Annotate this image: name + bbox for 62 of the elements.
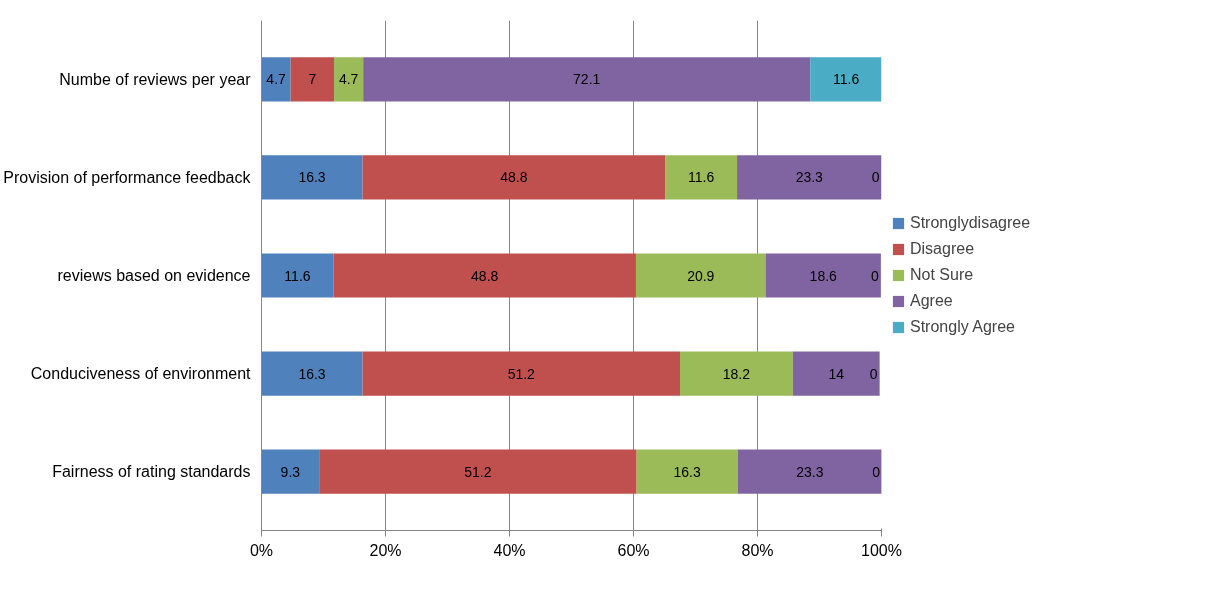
bar bbox=[665, 155, 738, 200]
data-label: 72.1 bbox=[573, 71, 601, 88]
data-label: 48.8 bbox=[500, 169, 528, 186]
bar bbox=[765, 253, 881, 298]
data-label: 7 bbox=[308, 71, 317, 88]
data-label: 11.6 bbox=[687, 169, 715, 186]
bar bbox=[363, 57, 811, 102]
data-label: 48.8 bbox=[471, 267, 499, 284]
legend-label: Not Sure bbox=[910, 266, 974, 284]
bar bbox=[261, 57, 291, 102]
y-tick-label: Conduciveness of environment bbox=[30, 365, 252, 383]
y-tick-label: Numbe of reviews per year bbox=[59, 70, 252, 88]
y-tick-label: Fairness of rating standards bbox=[52, 463, 251, 481]
bar bbox=[636, 449, 738, 494]
legend-label: Disagree bbox=[910, 240, 975, 258]
bar bbox=[261, 253, 334, 298]
bar bbox=[737, 155, 882, 200]
bar bbox=[635, 253, 766, 298]
data-label: 16.3 bbox=[298, 169, 326, 186]
data-label: 14 bbox=[828, 365, 845, 382]
data-label: 23.3 bbox=[796, 463, 824, 480]
data-label: 11.6 bbox=[284, 267, 311, 284]
data-label: 0 bbox=[871, 267, 880, 284]
data-label: 23.3 bbox=[795, 169, 824, 186]
bar bbox=[810, 57, 882, 102]
data-label: 4.7 bbox=[266, 71, 287, 88]
y-tick-label: Provision of performance feedback bbox=[3, 168, 252, 186]
x-tick-label: 100% bbox=[861, 541, 902, 559]
y-tick-label: reviews based on evidence bbox=[57, 267, 251, 284]
data-label: 18.2 bbox=[722, 365, 751, 382]
data-label: 51.2 bbox=[464, 463, 492, 480]
legend-label: Strongly Agree bbox=[910, 318, 1015, 336]
bar bbox=[362, 155, 666, 200]
bar bbox=[261, 449, 320, 494]
legend-label: Stronglydisagree bbox=[910, 214, 1031, 232]
x-tick-label: 80% bbox=[741, 541, 774, 559]
data-label: 4.7 bbox=[338, 71, 359, 88]
data-label: 16.3 bbox=[298, 365, 326, 382]
bar bbox=[333, 253, 636, 298]
data-label: 20.9 bbox=[687, 267, 715, 284]
bar bbox=[792, 351, 880, 396]
bar bbox=[680, 351, 793, 396]
x-tick-label: 20% bbox=[369, 541, 402, 559]
bar bbox=[362, 351, 680, 396]
data-label: 0 bbox=[872, 463, 881, 480]
bar bbox=[290, 57, 335, 102]
x-tick-label: 60% bbox=[617, 541, 650, 559]
legend-label: Agree bbox=[910, 292, 953, 310]
x-tick-label: 0% bbox=[249, 541, 274, 559]
bar bbox=[261, 155, 363, 200]
bar bbox=[334, 57, 364, 102]
data-label: 16.3 bbox=[673, 463, 701, 480]
bar bbox=[261, 351, 363, 396]
data-label: 11.6 bbox=[833, 71, 860, 88]
data-label: 0 bbox=[869, 365, 878, 382]
data-label: 9.3 bbox=[280, 463, 301, 480]
data-label: 0 bbox=[871, 169, 880, 186]
data-label: 18.6 bbox=[809, 267, 838, 284]
bar bbox=[319, 449, 637, 494]
data-label: 51.2 bbox=[507, 365, 536, 382]
x-tick-label: 40% bbox=[493, 541, 526, 559]
bar bbox=[737, 449, 882, 494]
